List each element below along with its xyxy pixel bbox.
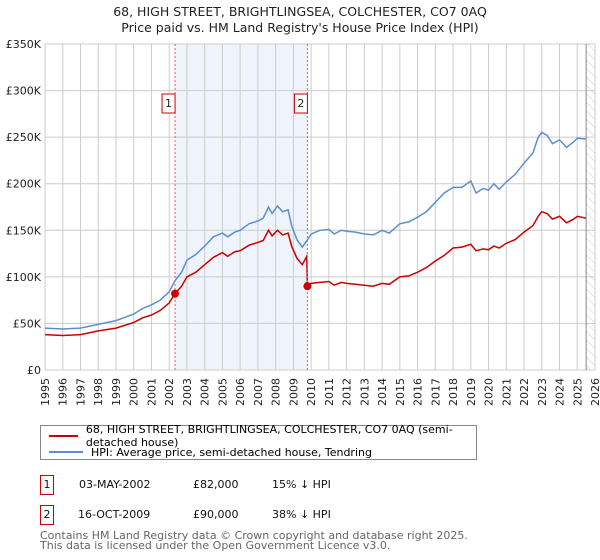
- sale-delta: 15% ↓ HPI: [272, 478, 331, 491]
- x-tick-label: 2012: [341, 378, 354, 406]
- sale-date: 03-MAY-2002: [79, 478, 151, 491]
- x-tick-label: 2000: [128, 378, 141, 406]
- x-tick-label: 2002: [163, 378, 176, 406]
- y-tick-label: £350K: [6, 38, 42, 51]
- y-tick-label: £50K: [13, 317, 42, 330]
- y-tick-label: £150K: [6, 224, 42, 237]
- x-tick-label: 2016: [412, 378, 425, 406]
- sale-delta: 38% ↓ HPI: [272, 508, 331, 521]
- sale-date: 16-OCT-2009: [78, 508, 151, 521]
- x-tick-label: 2020: [483, 378, 496, 406]
- sale-row: 1 03-MAY-2002 £82,000 15% ↓ HPI: [40, 475, 600, 495]
- x-tick-label: 2025: [571, 378, 584, 406]
- y-tick-label: £300K: [6, 85, 42, 98]
- legend-label-property: 68, HIGH STREET, BRIGHTLINGSEA, COLCHEST…: [85, 423, 453, 449]
- x-tick-label: 2007: [252, 378, 265, 406]
- legend-item-property: 68, HIGH STREET, BRIGHTLINGSEA, COLCHEST…: [49, 423, 476, 449]
- price-chart: 1995 1996 1997 1998 1999 2000 2001 2002 2003 2004…: [6, 38, 600, 406]
- sale-marker-label: 2: [297, 97, 304, 110]
- chart-title: 68, HIGH STREET, BRIGHTLINGSEA, COLCHEST…: [113, 4, 487, 19]
- sale-badge: 2: [40, 505, 54, 525]
- chart-subtitle: Price paid vs. HM Land Registry's House …: [121, 20, 479, 35]
- x-tick-label: 2018: [447, 378, 460, 406]
- legend-label-hpi: HPI: Average price, semi-detached house,…: [91, 445, 372, 459]
- shaded-period: [175, 44, 308, 370]
- x-tick-label: 2026: [589, 378, 600, 406]
- x-tick-label: 2015: [394, 378, 407, 406]
- sale-point: [171, 289, 180, 298]
- x-tick-label: 1999: [110, 378, 123, 406]
- sale-row: 2 16-OCT-2009 £90,000 38% ↓ HPI: [40, 505, 600, 525]
- footer: Contains HM Land Registry data © Crown c…: [40, 529, 468, 552]
- property-series-line: [44, 210, 587, 337]
- sale-marker-badge: [161, 93, 176, 114]
- sale-marker-label: 1: [165, 97, 172, 110]
- legend-item-hpi: HPI: Average price, semi-detached house,…: [49, 445, 372, 459]
- blue-line-swatch: [49, 451, 83, 453]
- sale-price: £82,000: [193, 478, 239, 491]
- x-tick-label: 2021: [500, 378, 513, 406]
- y-tick-label: £0: [27, 364, 41, 377]
- y-tick-label: £100K: [6, 271, 42, 284]
- x-tick-label: 1996: [57, 378, 70, 406]
- x-tick-label: 2001: [145, 378, 158, 406]
- y-tick-label: £250K: [6, 131, 42, 144]
- x-tick-label: 1998: [92, 378, 105, 406]
- x-tick-label: 2017: [429, 378, 442, 406]
- footer-line-1: Contains HM Land Registry data © Crown c…: [40, 529, 468, 542]
- x-tick-label: 2006: [234, 378, 247, 406]
- plot-area: [44, 43, 596, 371]
- footer-line-2: This data is licensed under the Open Gov…: [40, 539, 391, 552]
- forecast-hatch: [586, 44, 595, 370]
- red-line-swatch: [49, 435, 78, 437]
- x-tick-label: 2022: [518, 378, 531, 406]
- legend: 68, HIGH STREET, BRIGHTLINGSEA, COLCHEST…: [40, 423, 477, 460]
- x-tick-label: 2014: [376, 378, 389, 406]
- x-tick-label: 2013: [358, 378, 371, 406]
- x-tick-label: 2011: [323, 378, 336, 406]
- sale-price: £90,000: [193, 508, 239, 521]
- x-tick-label: 2004: [199, 378, 212, 406]
- sale-badge: 1: [40, 475, 54, 495]
- x-tick-label: 2024: [554, 378, 567, 406]
- hpi-series-line: [44, 131, 587, 330]
- x-tick-label: 2003: [181, 378, 194, 406]
- sale-marker-badge: [293, 93, 308, 114]
- x-tick-label: 1997: [74, 378, 87, 406]
- x-tick-label: 2005: [216, 378, 229, 406]
- x-tick-label: 1995: [39, 378, 52, 406]
- sale-point: [303, 282, 312, 291]
- y-tick-label: £200K: [6, 178, 42, 191]
- x-tick-label: 2009: [287, 378, 300, 406]
- x-tick-label: 2008: [270, 378, 283, 406]
- x-tick-label: 2023: [536, 378, 549, 406]
- x-tick-label: 2019: [465, 378, 478, 406]
- x-tick-label: 2010: [305, 378, 318, 406]
